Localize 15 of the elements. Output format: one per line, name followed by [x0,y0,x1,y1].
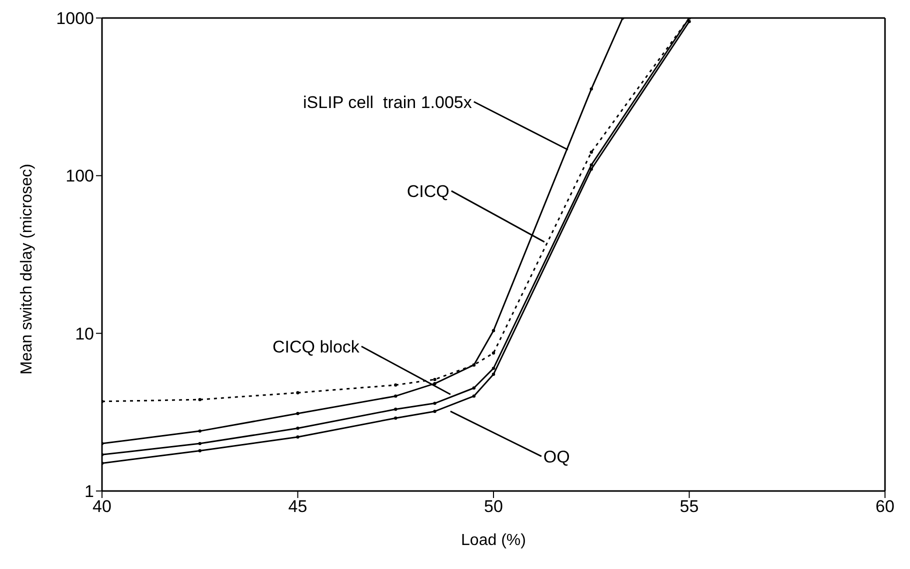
x-tick-label: 50 [484,497,503,516]
y-tick-label: 10 [75,324,94,344]
annotation: iSLIP cell train 1.005x [303,92,472,112]
y-tick-label: 100 [66,166,94,186]
x-tick-label: 45 [288,497,308,516]
annotation: CICQ block [272,337,360,356]
x-tick-label: 40 [92,497,112,516]
y-tick-label: 1000 [56,9,94,28]
annotation: OQ [543,447,570,466]
annotation: CICQ [406,182,450,201]
y-axis-title: Mean switch delay (microsec) [18,164,36,374]
x-tick-label: 60 [876,497,894,516]
x-tick-label: 55 [680,497,699,516]
x-axis-title: Load (%) [461,532,526,549]
y-tick-label: 1 [84,482,94,502]
